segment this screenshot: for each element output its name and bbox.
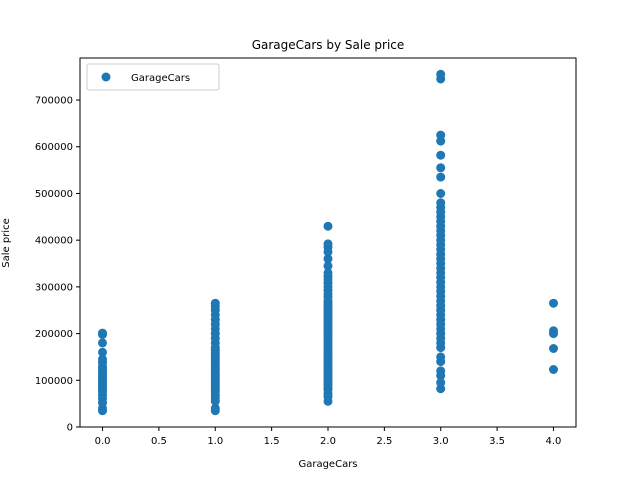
data-point xyxy=(323,254,333,264)
y-tick-label: 200000 xyxy=(35,329,73,340)
data-point xyxy=(549,344,558,353)
data-point xyxy=(98,354,107,364)
data-point xyxy=(436,198,446,208)
data-point xyxy=(323,239,333,249)
x-tick-label: 0.0 xyxy=(95,436,111,447)
x-tick-label: 2.0 xyxy=(320,436,336,447)
x-tick-label: 3.0 xyxy=(433,436,449,447)
y-axis-ticks: 0 100000 200000 300000 400000 500000 600000 700… xyxy=(35,96,80,434)
data-point xyxy=(436,189,446,198)
data-point xyxy=(98,328,107,338)
data-point xyxy=(436,69,446,79)
legend: GarageCars xyxy=(86,63,220,91)
y-tick-label: 600000 xyxy=(35,142,73,153)
data-point xyxy=(98,338,107,348)
data-point xyxy=(323,261,333,271)
data-point xyxy=(436,366,446,376)
x-tick-label: 3.5 xyxy=(489,436,505,447)
data-point xyxy=(436,150,446,160)
data-point xyxy=(436,352,446,362)
data-point xyxy=(210,298,220,308)
y-tick-label: 300000 xyxy=(35,282,73,293)
x-tick-label: 2.5 xyxy=(376,436,392,447)
legend-marker xyxy=(101,72,111,82)
data-point xyxy=(323,268,333,278)
y-axis-label: Sale price xyxy=(1,218,12,267)
y-tick-label: 500000 xyxy=(35,189,73,200)
legend-box xyxy=(86,63,220,91)
points-layer xyxy=(98,69,558,416)
x-tick-label: 4.0 xyxy=(546,436,562,447)
data-point xyxy=(436,378,446,388)
chart-title: GarageCars by Sale price xyxy=(252,38,405,52)
data-point xyxy=(210,403,220,413)
data-point xyxy=(549,298,558,308)
legend-label: GarageCars xyxy=(131,73,190,84)
x-tick-label: 0.5 xyxy=(151,436,167,447)
x-tick-label: 1.5 xyxy=(264,436,280,447)
data-point xyxy=(436,163,446,173)
x-tick-label: 1.0 xyxy=(207,436,223,447)
data-point xyxy=(98,347,107,357)
y-tick-label: 400000 xyxy=(35,236,73,247)
data-point xyxy=(549,365,558,374)
y-tick-label: 0 xyxy=(67,423,73,434)
data-point xyxy=(436,172,446,182)
data-point xyxy=(323,221,333,231)
data-point xyxy=(436,130,446,140)
data-point xyxy=(549,326,558,336)
y-tick-label: 700000 xyxy=(35,96,73,107)
x-axis-ticks: 0.0 0.5 1.0 1.5 2.0 2.5 3.0 3.5 4.0 xyxy=(95,427,562,447)
x-axis-label: GarageCars xyxy=(298,459,357,470)
y-tick-label: 100000 xyxy=(35,376,73,387)
